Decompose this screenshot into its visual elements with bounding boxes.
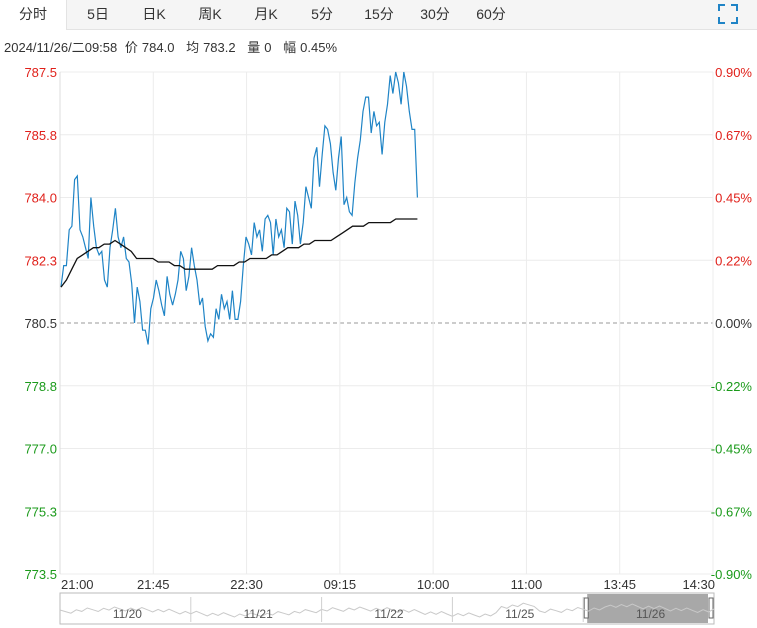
navigator-date-label: 11/26 [636,607,665,621]
pct-tick-label: 0.00% [715,316,752,331]
info-volume-label: 量 [247,40,261,55]
x-tick-label: 14:30 [682,577,715,592]
navigator-right-handle [708,597,714,619]
y-tick-label: 784.0 [24,191,57,206]
pct-tick-label: 0.45% [715,191,752,206]
pct-tick-label: -0.22% [711,379,753,394]
navigator-history-line [59,602,715,618]
tab-5min[interactable]: 5分 [311,6,333,22]
fullscreen-button[interactable] [717,3,739,25]
y-tick-label: 777.0 [24,442,57,457]
y-tick-label: 778.8 [24,379,57,394]
x-tick-label: 22:30 [230,577,263,592]
chart-grid [59,71,714,575]
navigator-date-label: 11/22 [374,607,403,621]
pct-tick-label: 0.67% [715,128,752,143]
date-navigator: 11/20 11/21 11/22 11/25 11/26 [59,592,715,625]
tab-30min[interactable]: 30分 [420,6,450,22]
x-tick-label: 21:45 [137,577,170,592]
x-tick-label: 13:45 [603,577,636,592]
y-tick-label: 787.5 [24,65,57,80]
tab-15min[interactable]: 15分 [364,6,394,22]
info-avg: 783.2 [203,40,236,55]
tab-intraday[interactable]: 分时 [0,0,67,30]
navigator-date-label: 11/21 [244,607,273,621]
navigator-date-label: 11/20 [113,607,142,621]
info-avg-label: 均 [186,40,200,55]
tab-60min[interactable]: 60分 [476,6,506,22]
tab-5day[interactable]: 5日 [87,6,109,22]
y-tick-label: 785.8 [24,128,57,143]
info-datetime: 2024/11/26/二09:58 [4,40,118,55]
pct-tick-label: 0.22% [715,253,752,268]
y-tick-label: 782.3 [24,253,57,268]
pct-tick-label: -0.45% [711,442,753,457]
navigator-date-label: 11/25 [505,607,534,621]
info-price-label: 价 [124,40,138,55]
tab-weekly-k[interactable]: 周K [198,6,222,22]
period-tab-bar: 分时 5日 日K 周K 月K 5分 15分 30分 60分 [0,0,757,30]
price-line [60,71,418,345]
tab-daily-k[interactable]: 日K [142,6,166,22]
average-line [60,218,418,288]
chart-axes: 787.5 0.90% 785.8 0.67% 784.0 0.45% 782.3 0.22%… [24,65,752,592]
info-change-label: 幅 [283,40,297,55]
info-change: 0.45% [300,40,338,55]
pct-tick-label: -0.67% [711,504,753,519]
pct-tick-label: -0.90% [711,567,753,582]
tab-monthly-k[interactable]: 月K [254,6,278,22]
navigator-frame [59,592,715,625]
x-tick-label: 11:00 [511,577,543,592]
pct-tick-label: 0.90% [715,65,752,80]
info-volume: 0 [264,40,272,55]
x-tick-label: 10:00 [417,577,450,592]
y-tick-label: 775.3 [24,504,57,519]
navigator-selection [587,594,708,623]
expand-corners-icon [718,4,738,24]
navigator-left-handle [583,597,589,619]
info-price: 784.0 [141,40,175,55]
chart-lines [60,71,418,345]
x-tick-label: 09:15 [324,577,357,592]
y-tick-label: 773.5 [24,567,57,582]
y-tick-label: 780.5 [24,316,57,331]
x-tick-label: 21:00 [61,577,94,592]
